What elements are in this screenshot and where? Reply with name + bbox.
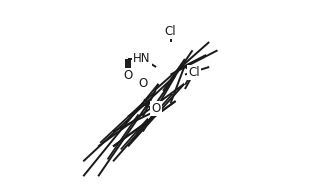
Text: O: O <box>123 69 133 82</box>
Text: O: O <box>151 102 161 115</box>
Text: HN: HN <box>133 52 151 65</box>
Text: O: O <box>138 77 148 90</box>
Text: Cl: Cl <box>165 25 176 38</box>
Text: Cl: Cl <box>188 65 200 79</box>
